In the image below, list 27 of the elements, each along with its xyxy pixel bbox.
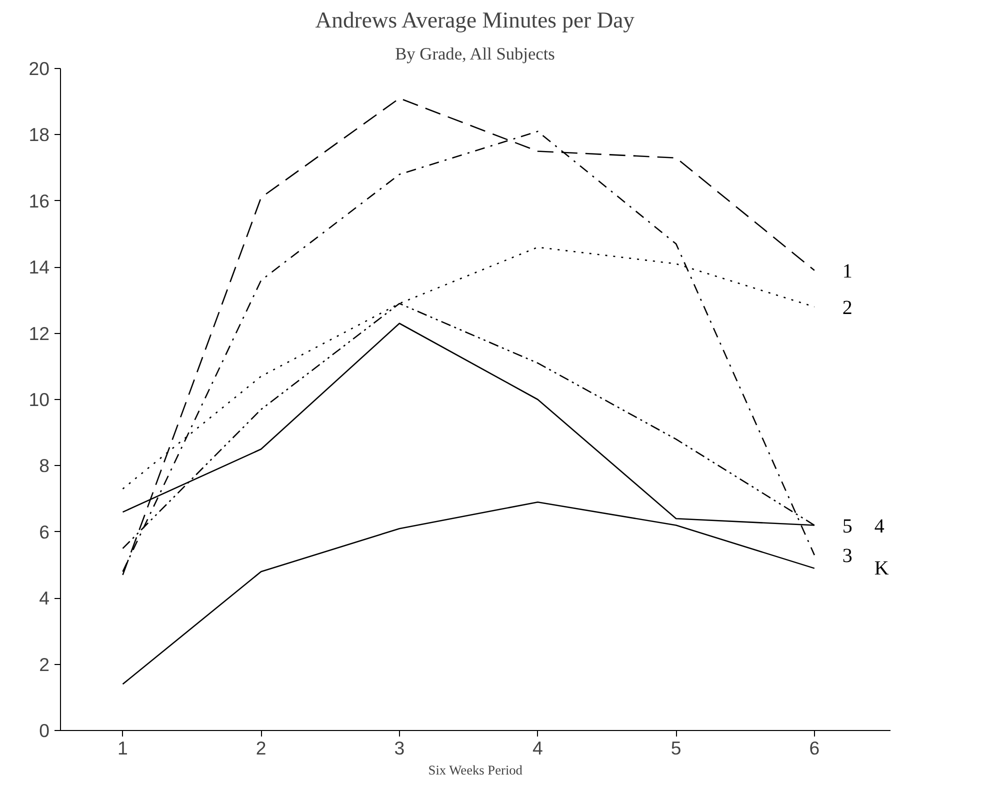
x-tick-label: 3 xyxy=(394,738,405,758)
y-tick-label: 18 xyxy=(28,124,50,146)
y-tick-label: 2 xyxy=(39,654,50,675)
series-label: 3 xyxy=(842,545,852,568)
y-tick-label: 4 xyxy=(39,588,50,609)
x-tick-label: 1 xyxy=(118,738,128,758)
series-label: 5 xyxy=(842,515,852,538)
x-tick-label: 6 xyxy=(809,738,820,758)
x-tick-label: 4 xyxy=(532,738,543,758)
y-tick-label: 8 xyxy=(39,455,50,476)
text: 4 xyxy=(874,515,884,538)
y-tick-label: 12 xyxy=(28,322,50,344)
line-series xyxy=(122,501,816,685)
chart-subtitle: By Grade, All Subjects xyxy=(395,44,556,64)
y-tick-label: 14 xyxy=(28,256,50,278)
series-label: 2 xyxy=(842,296,852,319)
y-tick-label: 10 xyxy=(28,389,50,410)
x-axis-title: Six Weeks Period xyxy=(428,762,523,778)
x-tick-label: 2 xyxy=(256,738,266,758)
series-label: 1 xyxy=(842,260,852,282)
text: K xyxy=(874,557,890,580)
y-tick-label: 0 xyxy=(39,720,50,741)
y-tick-label: 20 xyxy=(28,58,50,79)
y-tick-label: 6 xyxy=(39,521,50,542)
y-tick-label: 16 xyxy=(28,190,50,212)
x-tick-label: 5 xyxy=(670,738,682,758)
chart-title: Andrews Average Minutes per Day xyxy=(315,8,636,32)
